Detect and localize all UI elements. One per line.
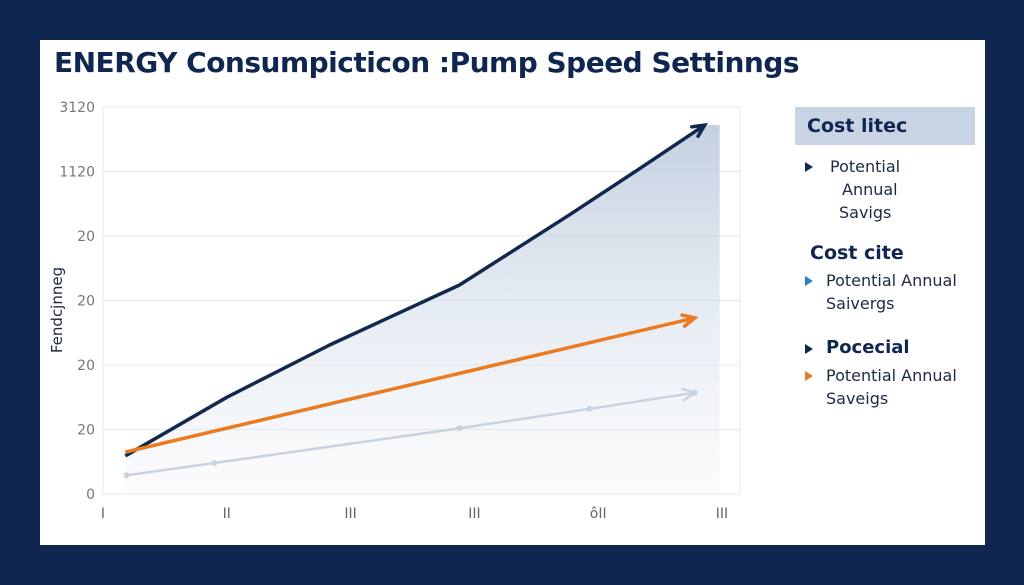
x-tick-label: I [101, 506, 105, 522]
y-tick-label: 0 [86, 487, 95, 503]
x-tick-label: III [344, 506, 356, 522]
data-point [123, 472, 130, 479]
y-tick-label: 20 [77, 358, 95, 374]
data-point [456, 425, 463, 432]
x-tick-label: III [716, 506, 728, 522]
arrowhead-icon [680, 313, 699, 328]
y-tick-label: 20 [77, 423, 95, 439]
chart-title: ENERGY Consumpicticon :Pump Speed Settin… [54, 46, 800, 79]
series-area-fill [125, 125, 720, 494]
arrowhead-icon [681, 387, 698, 402]
y-axis-label: Fendcjnneg [48, 267, 66, 353]
y-tick-label: 20 [77, 229, 95, 245]
x-tick-label: II [223, 506, 231, 522]
chart-panel: ENERGY Consumpicticon :Pump Speed Settin… [40, 40, 985, 545]
data-point [211, 460, 218, 467]
x-tick-label: ôII [590, 506, 607, 522]
y-tick-label: 20 [77, 294, 95, 310]
y-tick-label: 1120 [59, 165, 95, 181]
arrowhead-icon [690, 122, 709, 139]
x-tick-label: III [468, 506, 480, 522]
data-point [586, 405, 593, 412]
series-line [124, 316, 696, 454]
series-line [124, 123, 706, 458]
y-tick-label: 3120 [59, 100, 95, 116]
